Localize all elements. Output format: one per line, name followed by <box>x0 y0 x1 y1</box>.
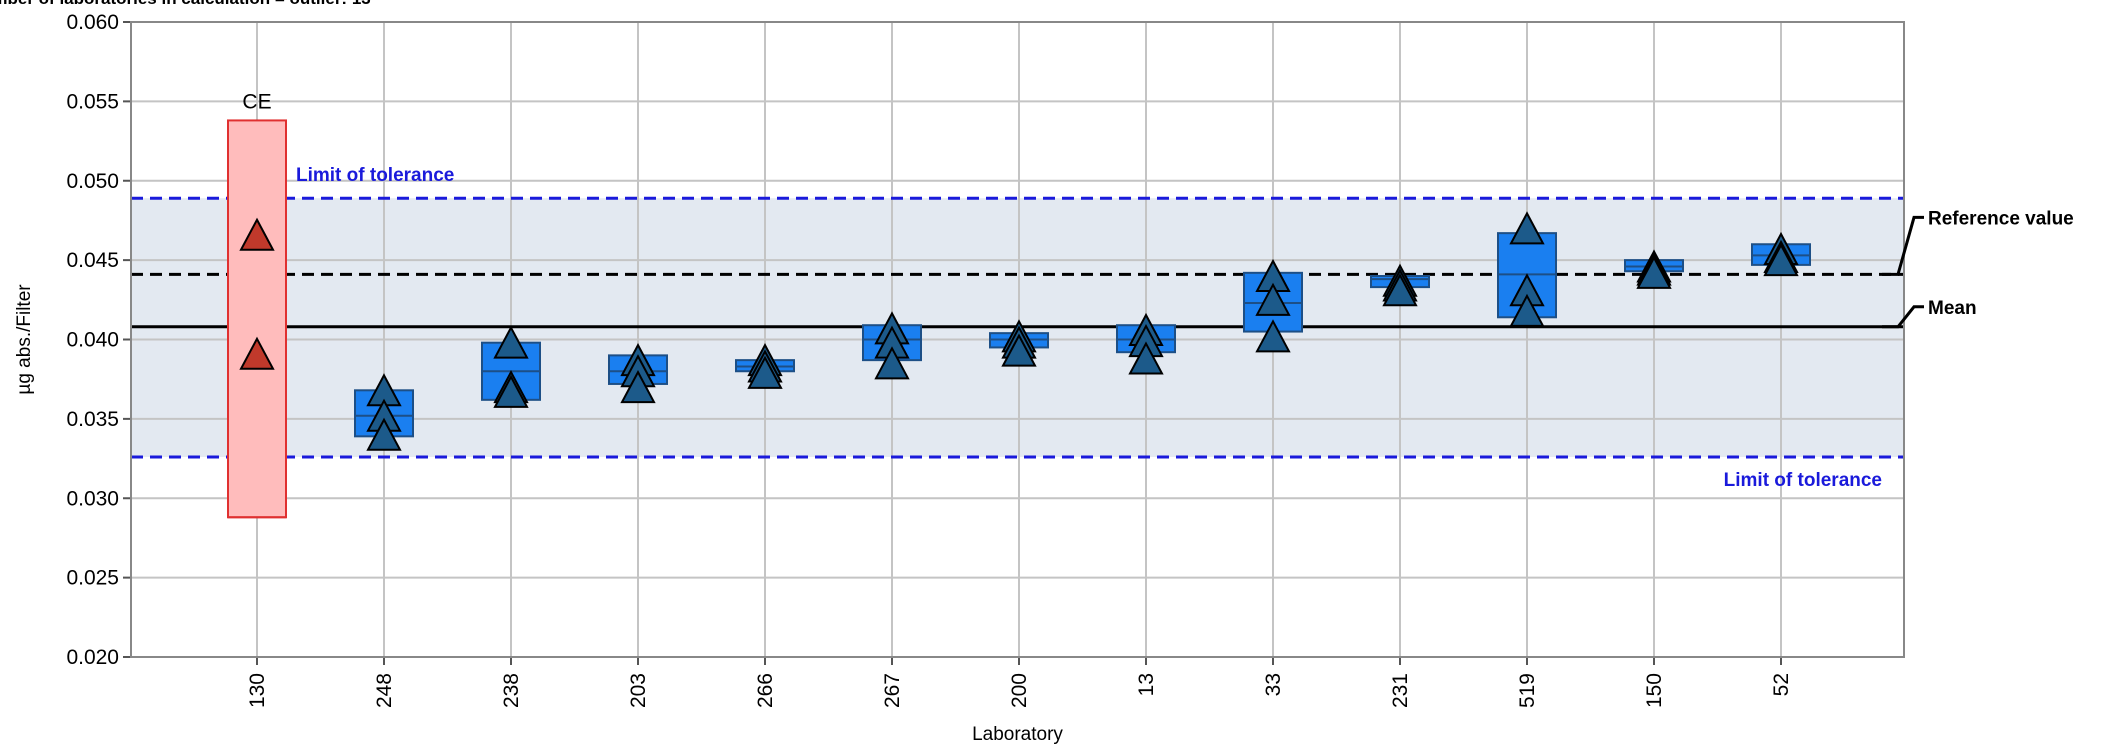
point-248 <box>366 417 402 451</box>
x-tick-label: 248 <box>373 673 396 708</box>
y-tick-label: 0.025 <box>66 567 119 590</box>
y-tick-label: 0.050 <box>66 170 119 193</box>
point-200 <box>1001 333 1037 367</box>
y-tick-label: 0.020 <box>66 646 119 669</box>
point-231 <box>1382 273 1418 307</box>
tolerance-lower-label: Limit of tolerance <box>1724 470 1882 491</box>
header-left-text: umber of laboratories in calculation = o… <box>0 0 371 8</box>
y-axis-title: µg abs./Filter <box>14 284 35 395</box>
point-519 <box>1509 211 1545 245</box>
x-tick-label: 266 <box>754 673 777 708</box>
y-tick-label: 0.045 <box>66 249 119 272</box>
point-266 <box>747 355 783 389</box>
reference-value-label: Reference value <box>1928 208 2074 229</box>
box-130 <box>227 119 287 519</box>
x-tick-label: 203 <box>627 673 650 708</box>
x-tick-label: 519 <box>1516 673 1539 708</box>
y-tick-label: 0.035 <box>66 408 119 431</box>
mean-label: Mean <box>1928 298 1977 319</box>
y-tick-label: 0.060 <box>66 11 119 34</box>
x-tick-label: 150 <box>1643 673 1666 708</box>
laboratory-points <box>239 211 1799 451</box>
point-267 <box>874 346 910 380</box>
x-tick-label: 200 <box>1008 673 1031 708</box>
mean-leader <box>1882 305 1924 329</box>
point-13 <box>1128 341 1164 375</box>
y-tick-label: 0.055 <box>66 90 119 113</box>
point-519 <box>1509 293 1545 327</box>
point-33 <box>1255 282 1291 316</box>
x-tick-label: 231 <box>1389 673 1412 708</box>
point-130 <box>239 336 275 370</box>
plot-frame <box>130 21 1905 658</box>
tolerance-upper-label: Limit of tolerance <box>296 165 454 186</box>
x-tick-label: 52 <box>1770 673 1793 696</box>
x-tick-labels: 130 248 238 203 266 267 200 13 33 231 519 150 52 <box>246 673 1793 708</box>
x-tick-label: 130 <box>246 673 269 708</box>
x-tick-label: 33 <box>1262 673 1285 696</box>
point-238 <box>493 325 529 359</box>
x-tick-label: 13 <box>1135 673 1158 696</box>
y-tick-labels: 0.020 0.025 0.030 0.035 0.040 0.045 0.050 0.055… <box>66 11 119 669</box>
point-33 <box>1255 319 1291 353</box>
annotation-130: CE <box>242 90 271 113</box>
x-tick-label: 238 <box>500 673 523 708</box>
x-tick-label: 267 <box>881 673 904 708</box>
reference-value-leader <box>1882 215 1924 276</box>
x-axis-title: Laboratory <box>972 724 1063 745</box>
point-150 <box>1636 255 1672 289</box>
grid <box>123 21 1904 665</box>
point-52 <box>1763 243 1799 277</box>
point-130 <box>239 217 275 251</box>
y-tick-label: 0.040 <box>66 329 119 352</box>
point-238 <box>493 374 529 408</box>
point-203 <box>620 370 656 404</box>
y-tick-label: 0.030 <box>66 487 119 510</box>
